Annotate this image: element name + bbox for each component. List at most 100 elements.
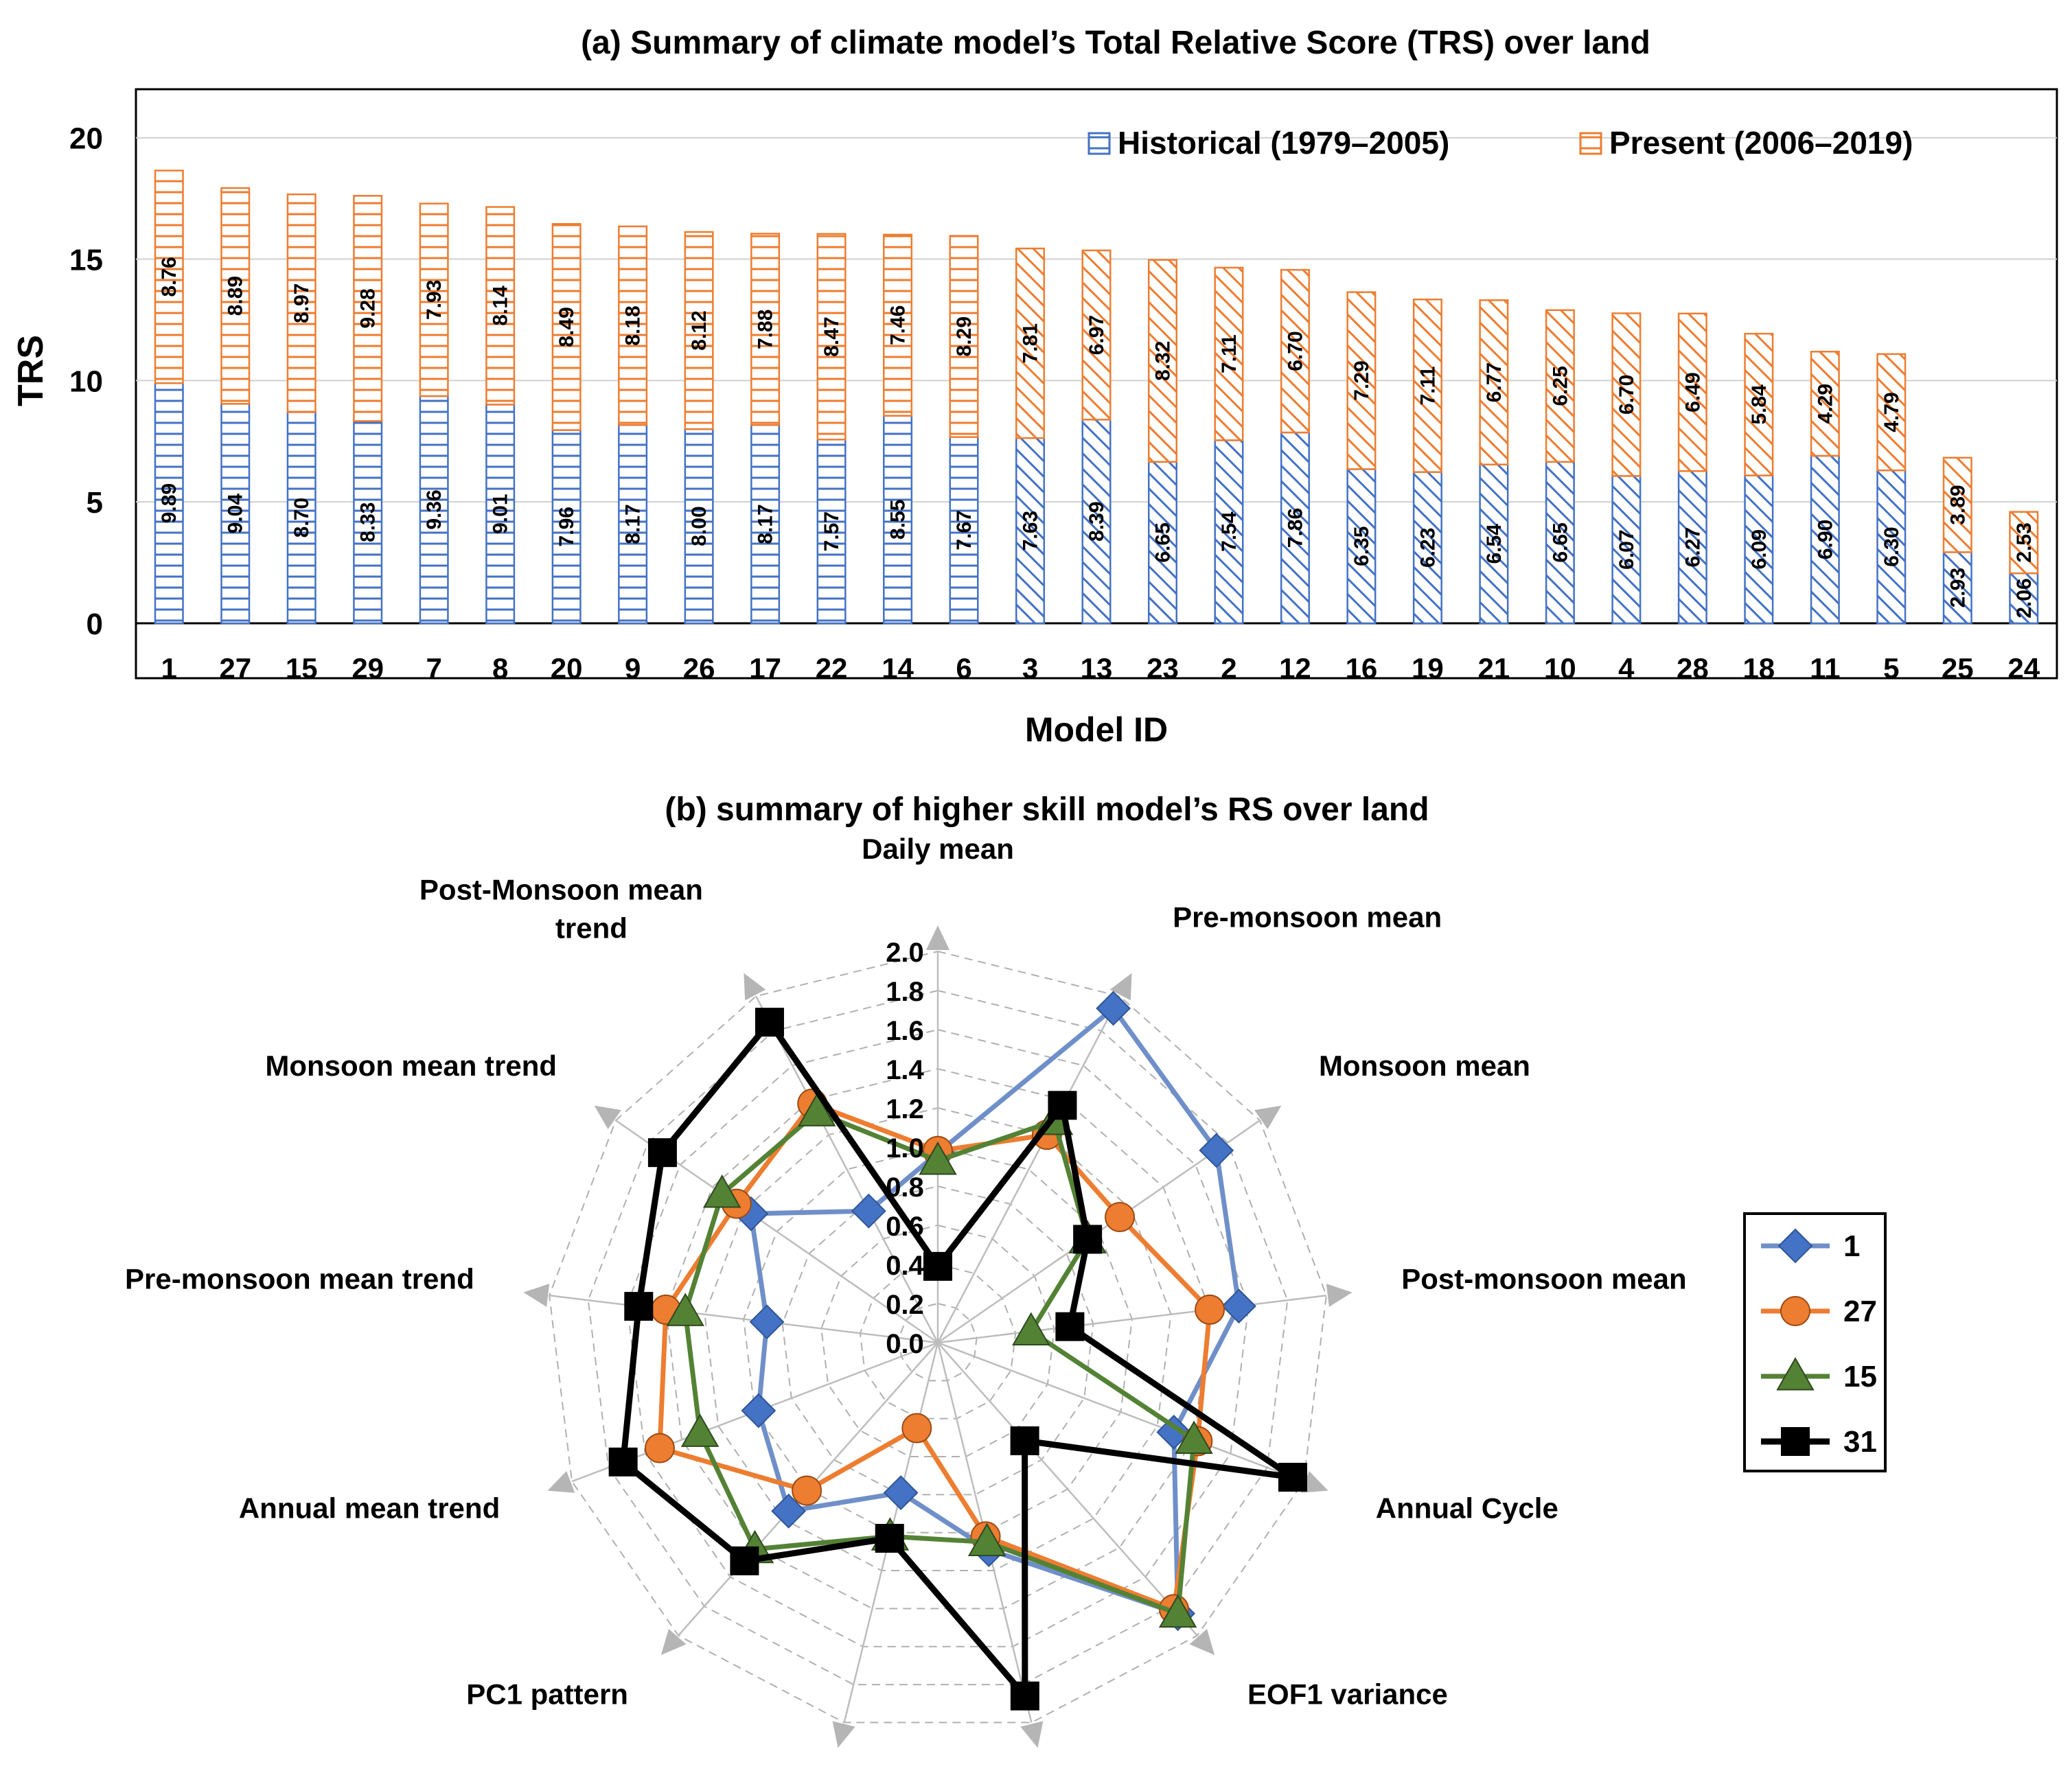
bar-label-present: 6.77	[1483, 362, 1506, 402]
bar-present	[949, 235, 979, 439]
bar-label-historical: 8.39	[1085, 501, 1108, 541]
bar-label-historical: 9.36	[423, 489, 446, 529]
bar-label-present: 6.70	[1284, 331, 1306, 371]
bar-label-present: 8.47	[820, 316, 843, 356]
radar-point-15	[1175, 1420, 1213, 1454]
bar-label-historical: 2.93	[1946, 568, 1969, 607]
bar-y-tick-label: 20	[69, 122, 103, 156]
bar-label-historical: 6.54	[1483, 524, 1506, 564]
radar-tick-label: 1.6	[886, 1016, 924, 1046]
radar-tick-label: 0.6	[886, 1212, 924, 1242]
bar-present	[1677, 312, 1707, 472]
bar-historical	[949, 436, 979, 625]
bar-label-historical: 6.90	[1814, 520, 1837, 559]
bar-x-tick-label: 19	[1412, 652, 1444, 684]
bar-label-present: 8.89	[225, 276, 247, 316]
bar-x-tick-label: 24	[2007, 652, 2040, 684]
bar-x-tick-label: 3	[1022, 652, 1038, 684]
radar-legend-marker	[1780, 1296, 1810, 1326]
bar-x-tick-label: 21	[1478, 652, 1510, 684]
radar-axis-label: Pre-monsoon mean trend	[125, 1263, 474, 1295]
radar-point-31	[730, 1546, 759, 1575]
bar-present	[220, 187, 251, 405]
radar-ring	[587, 989, 1289, 1686]
bar-x-tick-label: 12	[1279, 652, 1311, 684]
radar-axis-label: Daily mean	[862, 833, 1014, 865]
radar-axis-label: EOF1 variance	[1247, 1678, 1448, 1711]
radar-point-31	[923, 1251, 952, 1281]
bar-plot-area	[135, 88, 2058, 680]
bar-x-tick-label: 7	[426, 652, 441, 684]
radar-point-1	[749, 1304, 785, 1340]
bar-x-tick-label: 2	[1221, 652, 1236, 684]
radar-point-31	[647, 1138, 677, 1168]
bar-label-historical: 8.17	[622, 504, 645, 544]
radar-axis-arrow	[594, 1105, 621, 1130]
bar-historical	[684, 428, 714, 625]
bar-label-present: 8.97	[290, 283, 313, 323]
bar-label-historical: 9.04	[225, 494, 247, 534]
bar-label-historical: 6.27	[1681, 527, 1704, 567]
bar-present	[1346, 291, 1377, 470]
bar-label-historical: 6.65	[1549, 522, 1572, 562]
radar-tick-label: 0.4	[886, 1251, 924, 1281]
radar-point-1	[1156, 1414, 1192, 1450]
radar-point-1	[851, 1193, 886, 1229]
bar-historical	[1942, 551, 1972, 625]
bar-label-historical: 8.33	[357, 502, 380, 542]
bar-present	[618, 225, 648, 426]
bar-label-historical: 9.89	[158, 483, 181, 523]
bar-x-tick-label: 4	[1618, 652, 1635, 684]
bar-y-tick-label: 15	[69, 244, 103, 277]
radar-legend-box	[1743, 1212, 1887, 1472]
radar-spoke	[937, 1341, 1304, 1483]
radar-series-31	[608, 1008, 1307, 1711]
bar-x-tick-label: 23	[1147, 652, 1179, 684]
bar-label-present: 7.11	[1218, 334, 1241, 373]
radar-legend-label: 27	[1843, 1295, 1877, 1328]
bar-label-present: 4.79	[1880, 392, 1903, 432]
bar-label-present: 8.14	[490, 286, 512, 326]
radar-point-27	[901, 1413, 932, 1444]
radar-ring	[704, 1107, 1172, 1572]
bar-label-present: 7.29	[1350, 360, 1373, 400]
bar-label-historical: 6.23	[1416, 528, 1439, 568]
bar-historical	[2009, 572, 2039, 625]
bar-y-tick-label: 10	[69, 364, 103, 398]
bar-historical	[1744, 474, 1774, 625]
radar-spoke	[549, 1295, 939, 1344]
bar-label-present: 7.93	[423, 280, 446, 320]
bar-label-present: 3.89	[1946, 485, 1969, 524]
legend-swatch-present	[1579, 132, 1602, 155]
bar-label-historical: 8.00	[688, 506, 711, 546]
bar-label-present: 7.46	[887, 305, 910, 345]
bar-label-present: 6.25	[1549, 366, 1572, 406]
radar-point-31	[1055, 1312, 1085, 1341]
bar-x-tick-label: 20	[551, 652, 583, 684]
radar-point-27	[792, 1475, 822, 1506]
bar-present	[1545, 309, 1575, 463]
bar-x-tick-label: 6	[956, 652, 971, 684]
bar-x-tick-label: 27	[219, 652, 251, 684]
bar-x-axis: 1 27 15 29 7 8 20 9 26 17 22 14 6 3 13 23 2 12 16 19 21 10 4 28…	[161, 652, 2040, 684]
bar-x-tick-label: 15	[286, 652, 318, 684]
radar-point-1	[1199, 1133, 1234, 1168]
bar-present	[1810, 351, 1840, 457]
radar-tick-label: 1.4	[886, 1055, 924, 1085]
bar-label-historical: 6.35	[1350, 526, 1373, 566]
radar-point-15	[1158, 1594, 1197, 1628]
bar-historical	[1479, 463, 1509, 625]
bar-historical	[220, 403, 251, 625]
bar-label-present: 7.88	[755, 310, 777, 349]
radar-point-15	[680, 1413, 720, 1447]
radar-ring	[626, 1028, 1250, 1647]
bar-label-historical: 8.70	[290, 498, 313, 537]
radar-point-15	[919, 1141, 957, 1175]
radar-axis-arrow	[547, 1470, 575, 1493]
radar-axis-arrow	[832, 1721, 855, 1748]
radar-axis-arrow	[744, 973, 766, 1001]
bar-label-historical: 8.17	[755, 504, 777, 544]
bar-label-historical: 6.07	[1615, 529, 1638, 569]
bar-present	[154, 170, 184, 384]
bar-present	[353, 194, 383, 422]
